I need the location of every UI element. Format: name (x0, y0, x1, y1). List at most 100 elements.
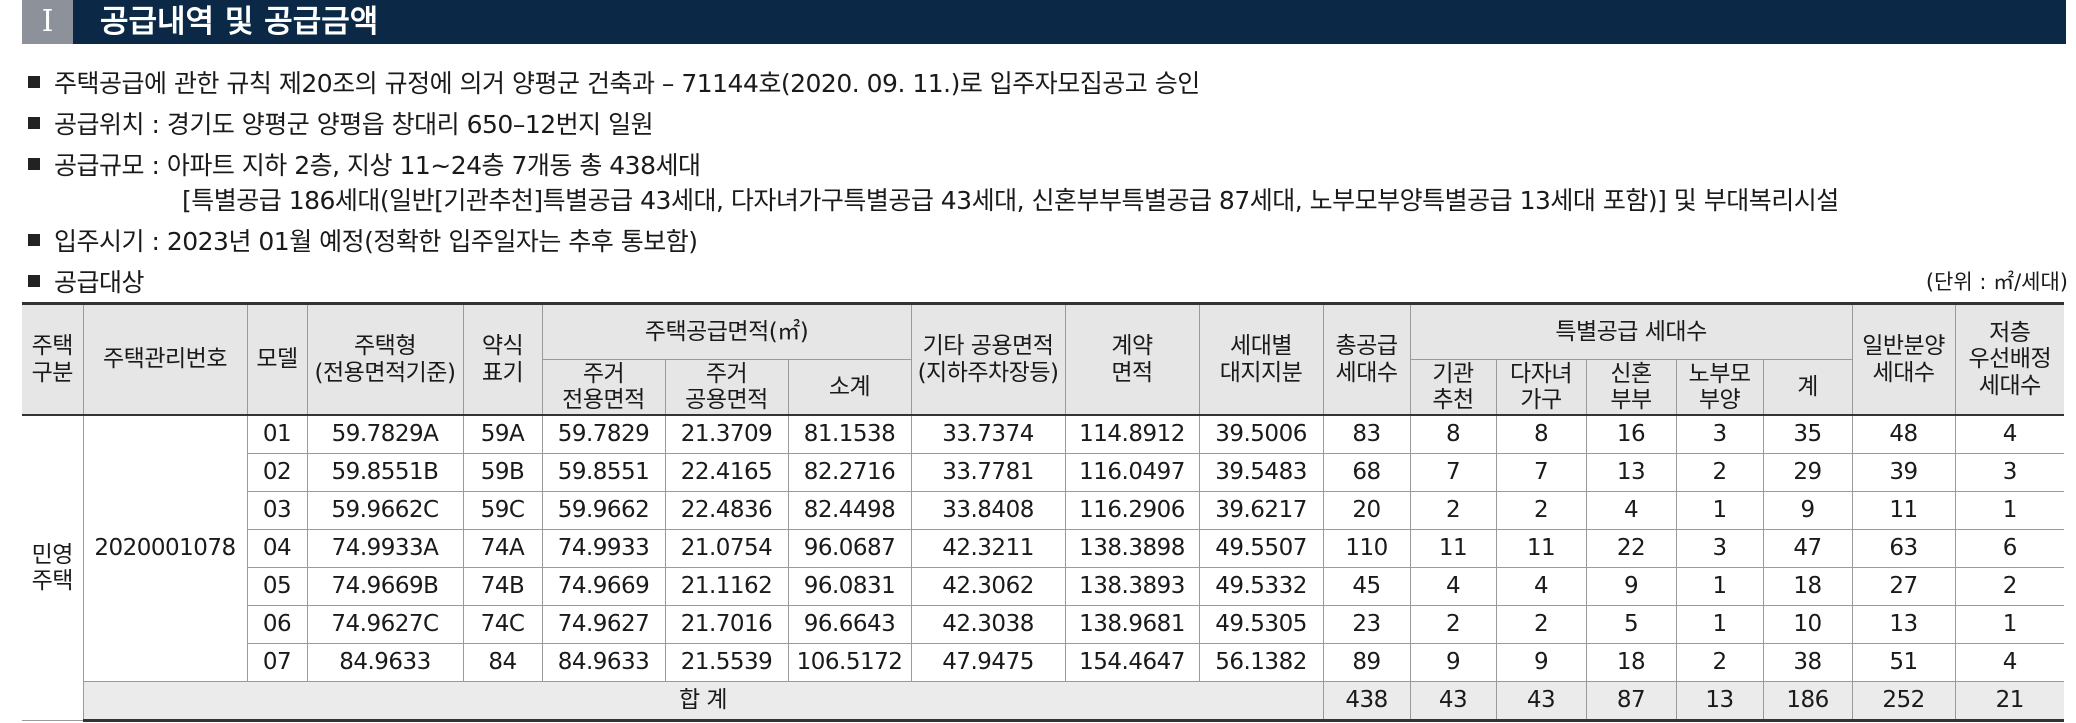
table-cell: 13 (1851, 605, 1956, 644)
supply-table: 주택 구분 주택관리번호 모델 주택형 (전용면적기준) 약식 표기 주택공급면… (22, 302, 2065, 722)
table-cell: 83 (1322, 414, 1411, 454)
table-cell: 23 (1322, 605, 1411, 644)
table-cell: 21.7016 (664, 605, 789, 644)
table-cell: 7 (1409, 453, 1497, 492)
table-cell: 39.5483 (1198, 453, 1324, 492)
total-cell: 43 (1409, 681, 1497, 722)
table-cell: 59.7829 (541, 414, 666, 454)
table-cell: 11 (1851, 491, 1956, 530)
table-cell: 2 (1495, 491, 1587, 530)
header-cell: 노부모 부양 (1675, 359, 1764, 416)
total-cell: 21 (1954, 681, 2065, 722)
table-cell: 21.5539 (664, 643, 789, 682)
table-cell: 1 (1954, 491, 2065, 530)
table-cell: 59.7829A (306, 414, 464, 454)
table-cell: 9 (1762, 491, 1853, 530)
table-cell: 74.9933A (306, 529, 464, 568)
table-cell: 2 (1954, 567, 2065, 606)
table-cell: 47.9475 (910, 643, 1066, 682)
header-cell: 주택 구분 (22, 302, 84, 416)
table-cell: 21.3709 (664, 414, 789, 454)
table-row: 07 84.9633 84 84.9633 21.5539 106.5172 47.9475… (22, 643, 2065, 682)
table-cell: 4 (1954, 414, 2065, 454)
table-cell: 11 (1409, 529, 1497, 568)
table-cell: 49.5305 (1198, 605, 1324, 644)
table-cell: 9 (1409, 643, 1497, 682)
header-cell: 세대별 대지지분 (1198, 302, 1324, 416)
header-cell: 주택관리번호 (82, 302, 248, 416)
header-cell: 저층 우선배정 세대수 (1954, 302, 2065, 416)
table-cell: 116.0497 (1064, 453, 1200, 492)
group-cell: 민영 주택 (22, 414, 84, 721)
header-cell: 총공급 세대수 (1322, 302, 1411, 416)
table-cell: 22.4836 (664, 491, 789, 530)
table-cell: 38 (1762, 643, 1853, 682)
header-cell: 약식 표기 (462, 302, 543, 416)
table-cell: 3 (1675, 529, 1764, 568)
header-cell: 다자녀 가구 (1495, 359, 1587, 416)
table-cell: 20 (1322, 491, 1411, 530)
table-cell: 81.1538 (787, 414, 912, 454)
table-cell: 82.4498 (787, 491, 912, 530)
table-cell: 10 (1762, 605, 1853, 644)
table-cell: 96.6643 (787, 605, 912, 644)
table-cell: 74C (462, 605, 543, 644)
table-cell: 33.8408 (910, 491, 1066, 530)
table-cell: 49.5332 (1198, 567, 1324, 606)
bullet: 공급규모 : 아파트 지하 2층, 지상 11~24층 7개동 총 438세대 (28, 146, 701, 182)
header-cell: 기관 추천 (1409, 359, 1497, 416)
header-cell: 계 (1762, 359, 1853, 416)
table-cell: 9 (1495, 643, 1587, 682)
total-row: 합 계 438 43 43 87 13 186 252 21 (22, 681, 2065, 722)
table-cell: 48 (1851, 414, 1956, 454)
table-cell: 49.5507 (1198, 529, 1324, 568)
header-cell: 주택공급면적(㎡) (541, 302, 912, 360)
table-cell: 7 (1495, 453, 1587, 492)
section-title: 공급내역 및 공급금액 (100, 4, 379, 40)
header-cell: 모델 (246, 302, 308, 416)
table-cell: 35 (1762, 414, 1853, 454)
header-cell: 일반분양 세대수 (1851, 302, 1956, 416)
table-cell: 74.9627C (306, 605, 464, 644)
header-cell: 주거 공용면적 (664, 359, 789, 416)
table-cell: 2 (1675, 453, 1764, 492)
header-cell: 소계 (787, 359, 912, 416)
table-cell: 2 (1675, 643, 1764, 682)
table-cell: 11 (1495, 529, 1587, 568)
table-cell: 27 (1851, 567, 1956, 606)
total-cell: 438 (1322, 681, 1411, 722)
table-cell: 59.8551B (306, 453, 464, 492)
table-cell: 74.9933 (541, 529, 666, 568)
table-cell: 84.9633 (541, 643, 666, 682)
table-cell: 82.2716 (787, 453, 912, 492)
table-cell: 22.4165 (664, 453, 789, 492)
table-cell: 16 (1585, 414, 1677, 454)
header-cell: 특별공급 세대수 (1409, 302, 1853, 360)
table-cell: 33.7374 (910, 414, 1066, 454)
table-cell: 8 (1495, 414, 1587, 454)
table-cell: 05 (247, 567, 308, 606)
table-cell: 154.4647 (1064, 643, 1200, 682)
table-cell: 1 (1675, 491, 1764, 530)
table-cell: 4 (1409, 567, 1497, 606)
bullet: 주택공급에 관한 규칙 제20조의 규정에 의거 양평군 건축과 – 71144… (28, 64, 1200, 100)
table-cell: 96.0687 (787, 529, 912, 568)
table-cell: 59A (462, 414, 543, 454)
table-cell: 74.9669B (306, 567, 464, 606)
table-cell: 39.6217 (1198, 491, 1324, 530)
table-cell: 74B (462, 567, 543, 606)
table-cell: 4 (1954, 643, 2065, 682)
bullet: 공급대상 (28, 263, 145, 299)
bullet: 공급위치 : 경기도 양평군 양평읍 창대리 650–12번지 일원 (28, 105, 654, 141)
table-cell: 110 (1322, 529, 1411, 568)
table-cell: 06 (247, 605, 308, 644)
table-cell: 42.3062 (910, 567, 1066, 606)
table-cell: 33.7781 (910, 453, 1066, 492)
table-cell: 01 (246, 414, 308, 454)
header-cell: 기타 공용면적 (지하주차장등) (910, 302, 1066, 416)
table-cell: 114.8912 (1064, 414, 1200, 454)
table-cell: 29 (1762, 453, 1853, 492)
header-cell: 주거 전용면적 (542, 359, 666, 416)
table-cell: 3 (1954, 453, 2065, 492)
table-row: 05 74.9669B 74B 74.9669 21.1162 96.0831 42.306… (22, 567, 2065, 606)
